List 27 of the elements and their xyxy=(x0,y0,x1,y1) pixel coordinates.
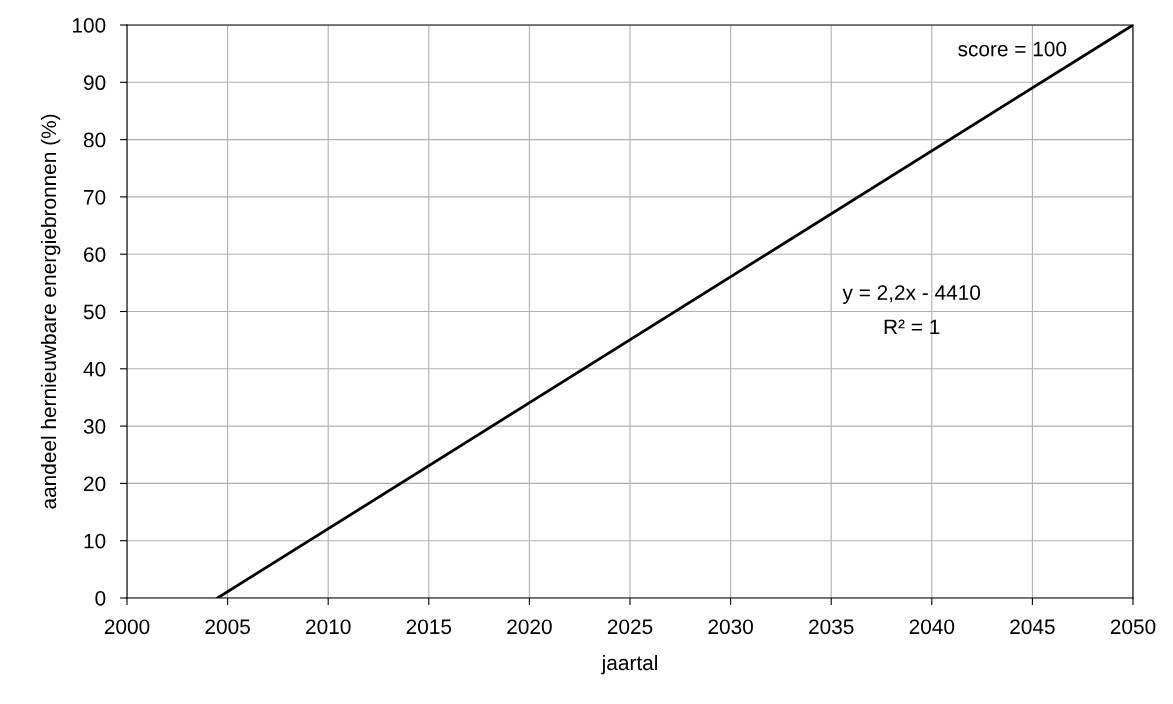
annotation: score = 100 xyxy=(958,41,1067,57)
y-tick-label: 0 xyxy=(95,591,106,606)
y-tick-label: 60 xyxy=(84,247,106,262)
x-tick-label: 2035 xyxy=(809,619,854,635)
x-tick-label: 2045 xyxy=(1010,619,1055,635)
x-tick-label: 2040 xyxy=(909,619,955,635)
x-tick-label: 2030 xyxy=(708,619,753,635)
annotation: y = 2,2x - 4410 xyxy=(842,285,981,305)
x-tick-label: 2050 xyxy=(1110,619,1156,635)
x-axis-title: jaartal xyxy=(601,654,657,675)
x-tick-label: 2010 xyxy=(306,619,351,635)
x-tick-label: 2005 xyxy=(205,619,250,635)
x-tick-label: 2000 xyxy=(104,619,150,635)
y-tick-label: 10 xyxy=(84,533,106,549)
y-tick-label: 30 xyxy=(83,419,106,434)
y-tick-label: 90 xyxy=(83,75,106,91)
y-tick-label: 50 xyxy=(83,304,106,320)
y-tick-label: 20 xyxy=(84,476,106,492)
x-tick-label: 2020 xyxy=(507,619,552,635)
y-tick-label: 40 xyxy=(83,361,106,377)
y-tick-label: 100 xyxy=(73,18,106,33)
x-tick-label: 2015 xyxy=(406,619,452,635)
y-tick-label: 70 xyxy=(84,189,106,205)
x-tick-label: 2025 xyxy=(607,619,653,635)
annotation: R² = 1 xyxy=(884,319,940,335)
y-axis-title: aandeel hernieuwbare energiebronnen (%) xyxy=(40,114,61,509)
y-tick-label: 80 xyxy=(83,132,106,148)
